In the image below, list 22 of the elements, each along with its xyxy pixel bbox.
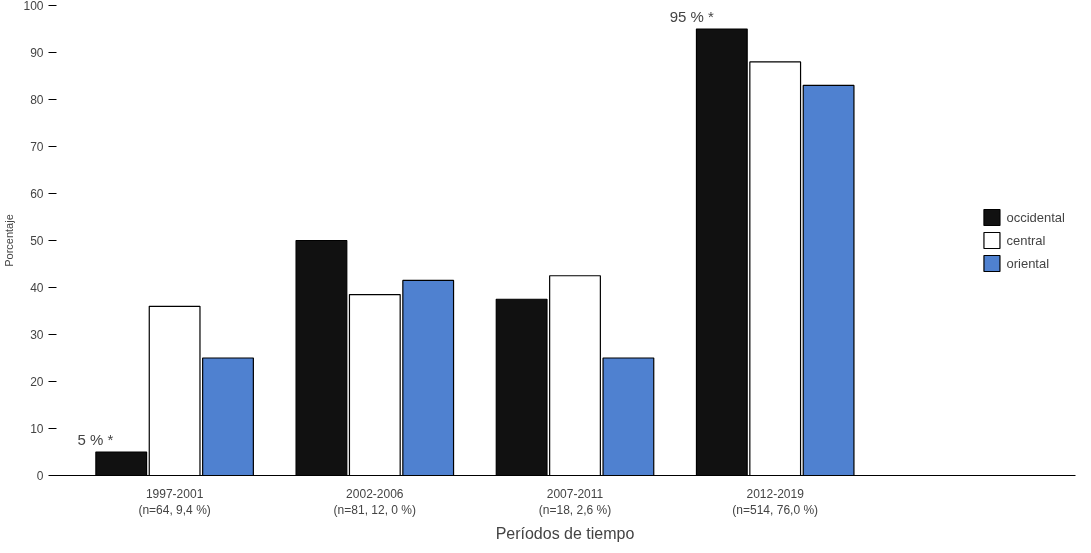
x-tick-label: 2002-2006 (n=81, 12, 0 %) bbox=[333, 486, 417, 518]
legend-label: occidental bbox=[1006, 209, 1065, 225]
y-tick-label: 50 bbox=[30, 234, 44, 248]
y-tick-label: 40 bbox=[30, 281, 44, 295]
y-tick-label: 60 bbox=[30, 187, 44, 201]
y-tick-label: 70 bbox=[30, 140, 44, 154]
y-tick-label: 90 bbox=[30, 46, 44, 60]
y-tick-label: 80 bbox=[30, 93, 44, 107]
annotation: 95 % * bbox=[669, 8, 714, 25]
y-axis-title: Porcentaje bbox=[3, 214, 16, 267]
y-tick-label: 0 bbox=[36, 469, 44, 483]
y-tick-label: 20 bbox=[30, 375, 44, 389]
legend-label: oriental bbox=[1006, 255, 1050, 271]
y-tick-label: 10 bbox=[30, 422, 44, 436]
x-tick-label: 1997-2001 (n=64, 9,4 %) bbox=[138, 486, 211, 518]
y-tick-label: 30 bbox=[30, 328, 44, 342]
x-tick-label: 2012-2019 (n=514, 76,0 %) bbox=[732, 486, 819, 518]
y-tick-label: 100 bbox=[23, 0, 44, 13]
legend-label: central bbox=[1006, 232, 1046, 248]
x-axis-title: Períodos de tiempo bbox=[495, 525, 635, 543]
annotation: 5 % * bbox=[77, 431, 114, 448]
x-tick-label: 2007-2011 (n=18, 2,6 %) bbox=[538, 486, 612, 518]
